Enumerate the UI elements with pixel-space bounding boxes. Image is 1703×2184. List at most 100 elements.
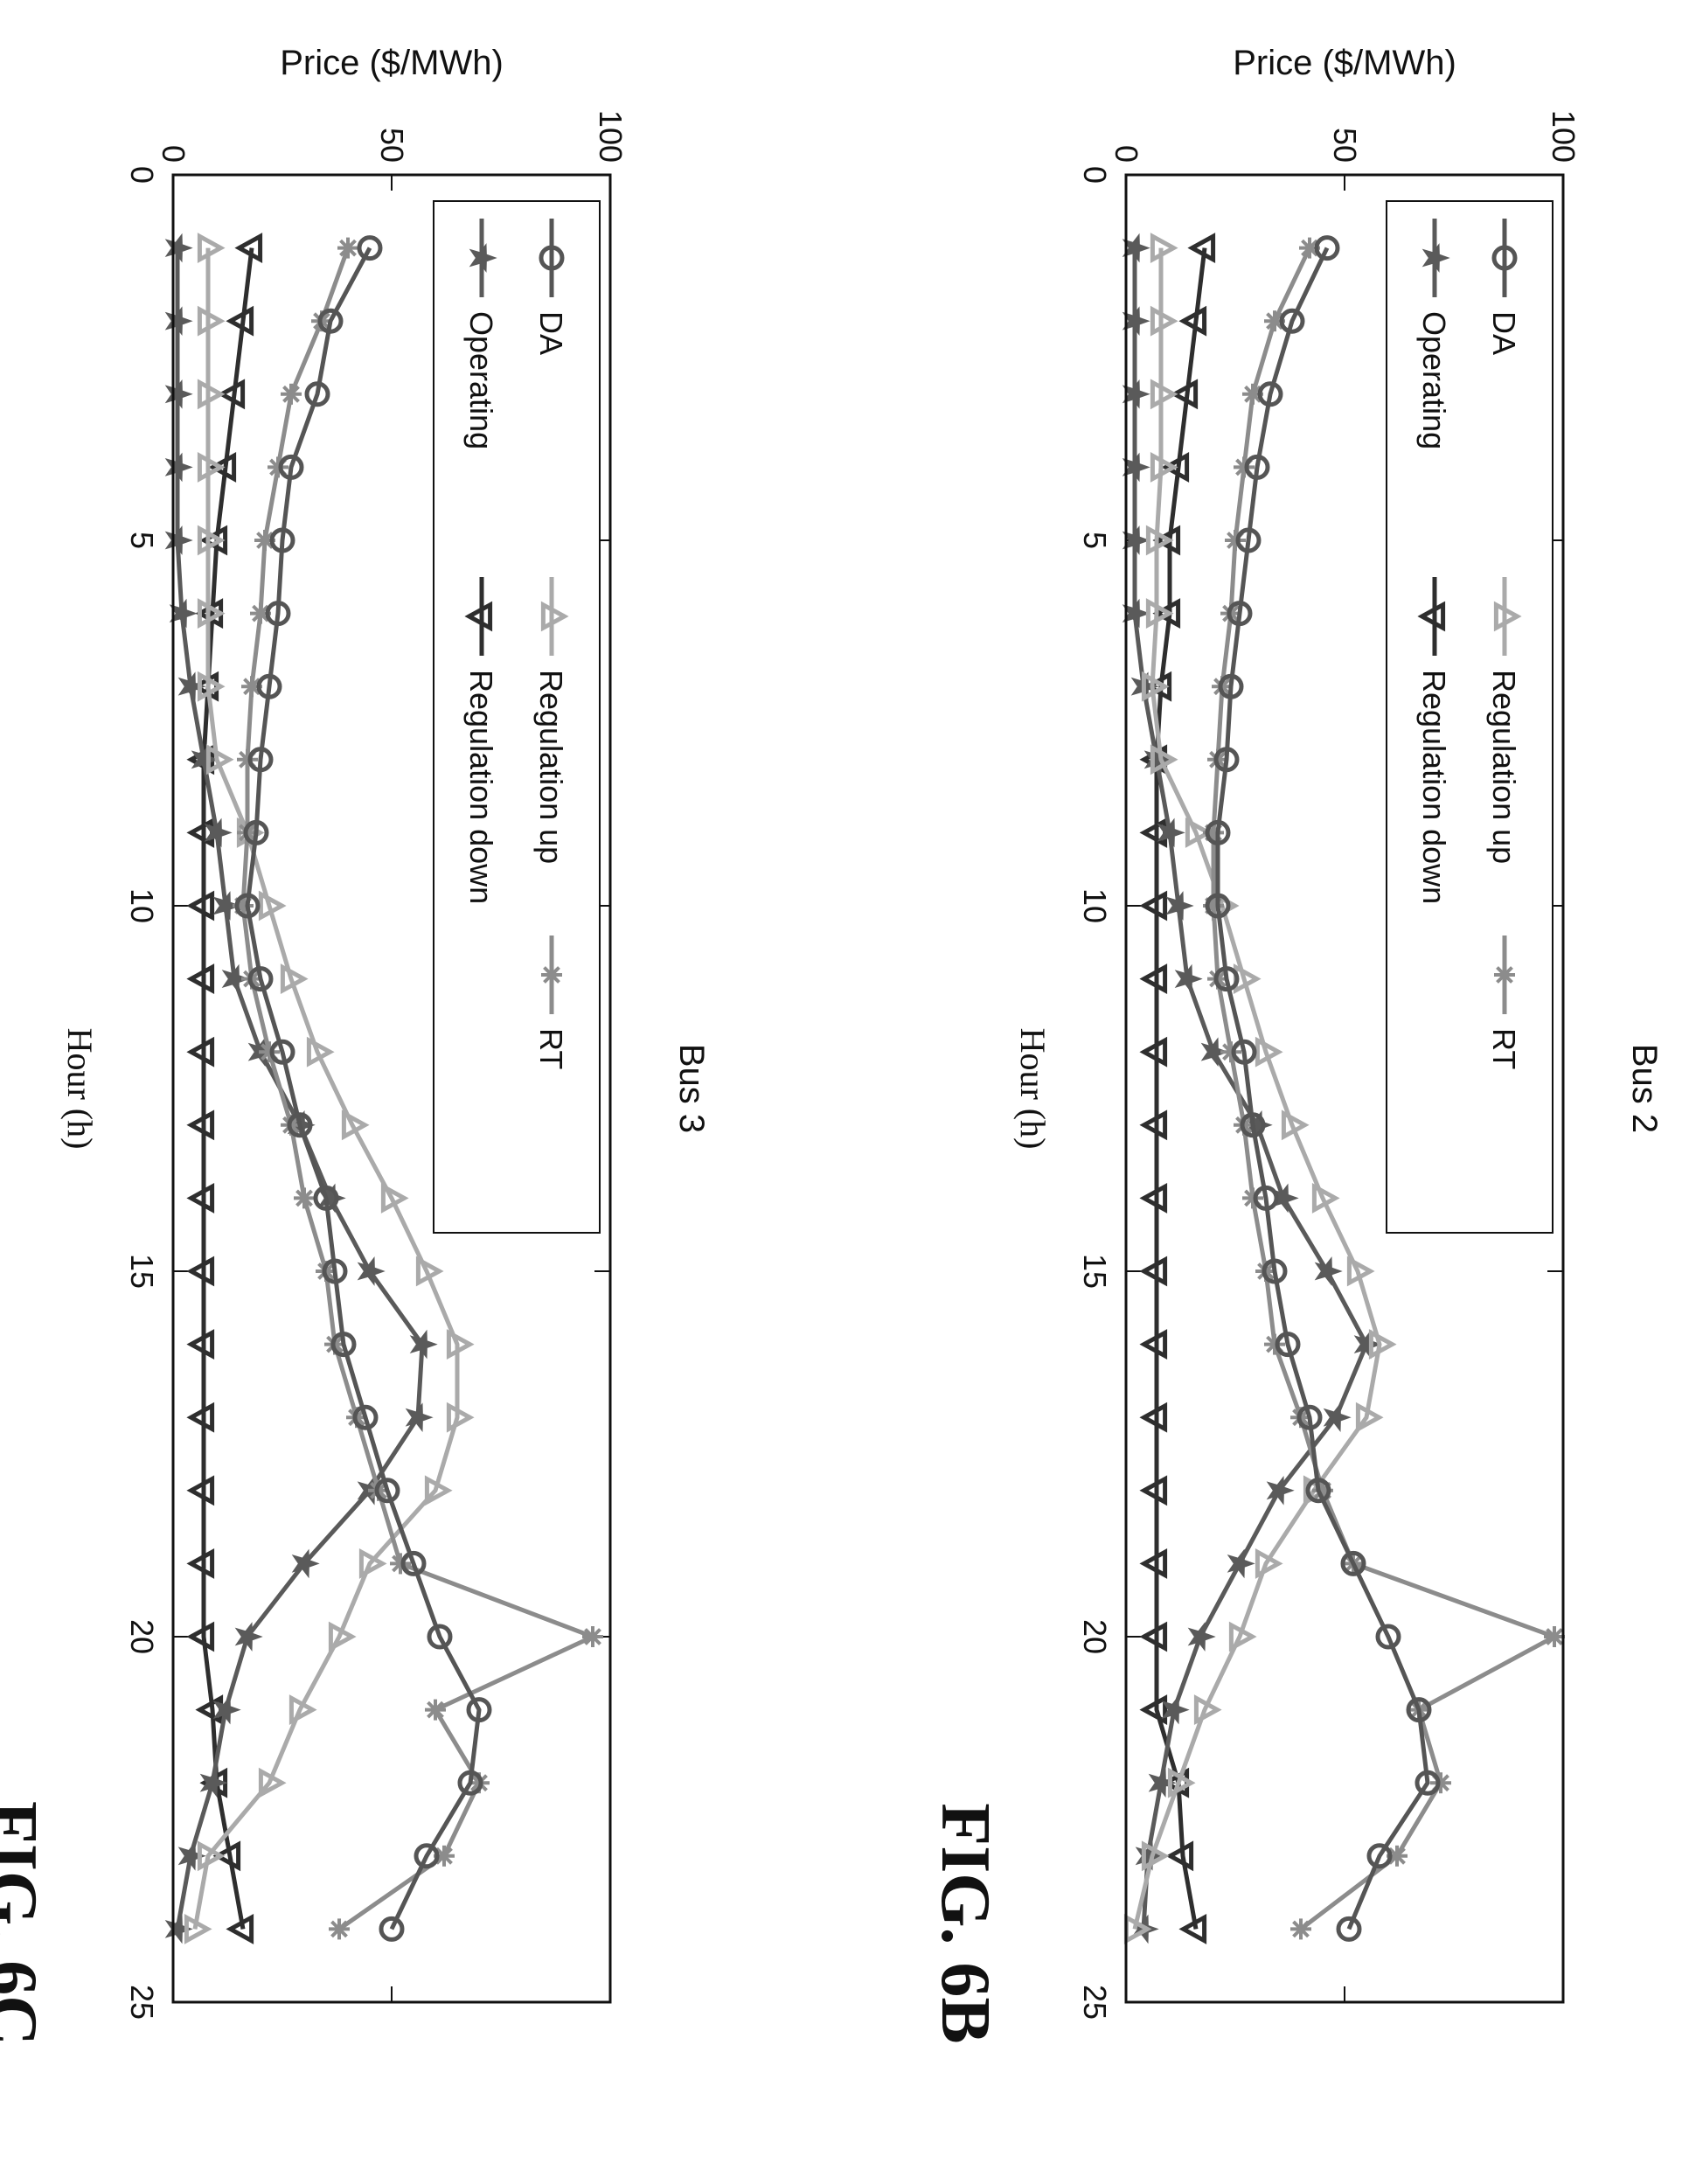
data-point-regulation-up [1150, 744, 1178, 776]
chart-bus-2: Bus 2 0 5 10 15 20 25 0 50 100 Hour (h) Price ($/MW… [927, 44, 1664, 2044]
series-regulation-down [1139, 233, 1216, 1944]
data-point-operating [1122, 306, 1150, 337]
data-point-rt-stroke [243, 678, 261, 696]
chart-title: Bus 3 [672, 1044, 711, 1133]
data-point-regulation-down [1139, 1694, 1168, 1726]
legend-label: DA [1486, 311, 1522, 355]
x-tick-label: 10 [1077, 888, 1113, 923]
data-point-rt [1290, 1918, 1311, 1940]
legend-marker-regulation-up [540, 601, 569, 632]
data-point-regulation-down [186, 1036, 215, 1068]
data-point-regulation-down [199, 525, 228, 556]
data-point-regulation-up [1145, 598, 1174, 629]
data-point-regulation-up [1150, 379, 1178, 410]
legend-marker-rt [541, 964, 562, 985]
data-point-operating [1187, 1622, 1216, 1652]
data-point-regulation-down [186, 1402, 215, 1433]
data-point-da [269, 527, 295, 553]
data-point-regulation-down [186, 1255, 215, 1287]
data-point-rt [294, 1187, 315, 1209]
data-point-rt-stroke [1292, 1920, 1310, 1938]
data-point-regulation-up [1185, 817, 1213, 848]
data-point-regulation-up [197, 525, 226, 556]
data-point-regulation-down [1178, 305, 1207, 337]
data-point-regulation-down [186, 1329, 215, 1360]
data-point-regulation-up [197, 1840, 226, 1872]
data-point-operating [1122, 598, 1150, 629]
data-point-regulation-down [1139, 1621, 1168, 1652]
data-point-da [247, 747, 274, 773]
data-point-regulation-up [446, 1402, 475, 1433]
data-point-regulation-down [226, 305, 254, 337]
data-point-regulation-up [197, 233, 226, 264]
data-point-regulation-down [1139, 1036, 1168, 1068]
data-point-operating [204, 817, 233, 848]
data-point-regulation-down [186, 1621, 215, 1652]
data-point-operating [1122, 452, 1150, 483]
legend-item-rt: RT [1486, 936, 1522, 1069]
data-point-da [427, 1624, 453, 1650]
data-point-operating [164, 452, 193, 483]
data-point-rt-stroke [435, 1847, 453, 1865]
data-point-operating [1157, 817, 1185, 848]
legend-label: DA [533, 311, 569, 355]
data-point-da [466, 1697, 492, 1723]
data-point-regulation-up [258, 1767, 287, 1798]
data-point-rt [329, 1918, 350, 1940]
data-point-operating [1148, 1768, 1177, 1798]
data-point-regulation-up [184, 1913, 212, 1944]
x-axis-label: Hour (h) [1013, 1028, 1053, 1150]
data-point-da [374, 1478, 400, 1504]
data-point-da [304, 381, 330, 407]
legend-marker-rt-stroke [543, 966, 560, 984]
data-point-da [330, 1332, 357, 1358]
legend-label: Regulation down [1416, 670, 1452, 904]
series-line-regulation-down [1154, 247, 1207, 1930]
data-point-regulation-up [1355, 1402, 1384, 1433]
data-point-regulation-down [1139, 1329, 1168, 1360]
legend-item-regulation-down: Regulation down [1416, 577, 1452, 904]
data-point-da [287, 1112, 313, 1138]
series-regulation-up [184, 233, 475, 1944]
legend-marker-regulation-down [1417, 601, 1446, 632]
data-point-regulation-up [197, 451, 226, 483]
data-point-da [379, 1916, 405, 1942]
data-point-regulation-up [197, 598, 226, 629]
data-point-regulation-up [205, 744, 234, 776]
y-tick-label: 0 [1109, 145, 1144, 163]
legend-label: Operating [463, 311, 499, 449]
data-point-regulation-down [186, 1548, 215, 1579]
data-point-rt-stroke [252, 604, 269, 623]
chart-bus-3: Bus 3 0 5 10 15 20 25 0 50 100 Hour (h) Price ($/MW… [0, 44, 711, 2046]
legend-marker-regulation-up [1493, 601, 1522, 632]
data-point-regulation-down [1161, 451, 1190, 483]
data-point-operating [1227, 1548, 1255, 1579]
data-point-regulation-up [1228, 1621, 1257, 1652]
data-point-rt-stroke [1244, 385, 1262, 403]
data-point-da [1205, 819, 1231, 845]
data-point-regulation-up [1141, 1840, 1170, 1872]
series-regulation-up [1123, 233, 1397, 1944]
data-point-operating [1266, 1475, 1295, 1506]
y-tick-label: 50 [374, 128, 410, 163]
legend-item-rt: RT [533, 936, 569, 1069]
data-point-regulation-down [1152, 598, 1181, 629]
legend-item-operating: Operating [463, 219, 499, 449]
legend-marker-rt-stroke [1496, 966, 1513, 984]
data-point-operating [1314, 1256, 1343, 1286]
plot-area-frame [1124, 173, 1565, 2004]
data-point-regulation-up [341, 1109, 370, 1141]
data-point-da [278, 454, 304, 480]
x-axis-label: Hour (h) [60, 1028, 100, 1150]
data-point-da [265, 601, 291, 627]
data-point-rt [1242, 1187, 1263, 1209]
data-point-operating [164, 233, 193, 263]
series-line-regulation-up [1132, 247, 1382, 1930]
chart-title: Bus 2 [1625, 1044, 1664, 1133]
data-point-regulation-down [1152, 525, 1181, 556]
figure-label: FIG. 6B [927, 1803, 1004, 2044]
data-point-regulation-down [186, 1182, 215, 1214]
data-point-da [1213, 966, 1240, 992]
y-tick-label: 100 [1546, 110, 1581, 163]
